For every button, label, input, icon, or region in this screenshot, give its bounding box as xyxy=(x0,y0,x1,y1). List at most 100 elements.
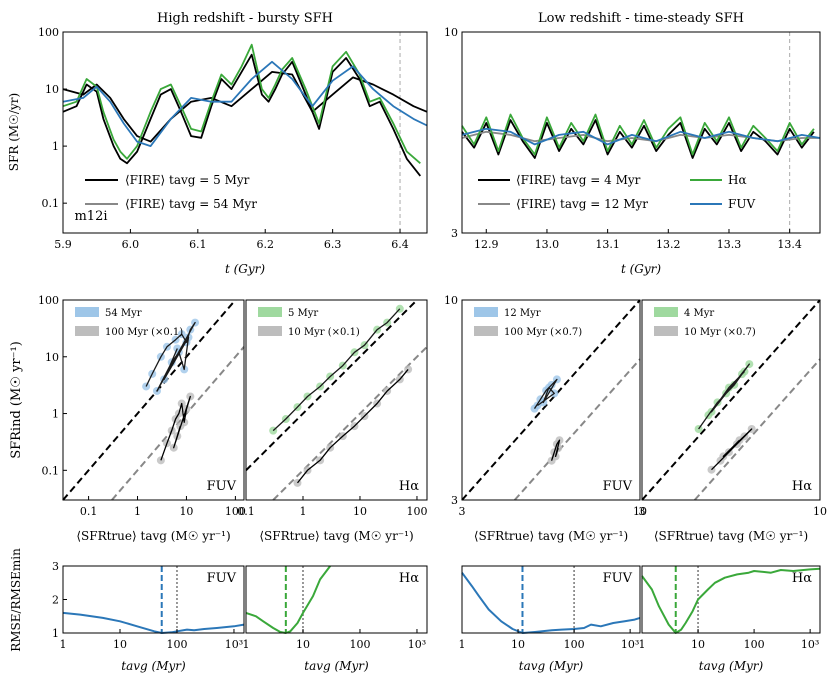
x-tick-label: 100 xyxy=(564,638,585,651)
scatter-point xyxy=(156,456,165,465)
corner-label: FUV xyxy=(603,571,633,586)
x-tick-label: 10 xyxy=(296,638,310,651)
contour-line xyxy=(272,308,401,432)
legend-label: FUV xyxy=(728,197,755,211)
x-tick-label: 6.2 xyxy=(256,238,274,251)
panel-title: High redshift - bursty SFH xyxy=(157,11,333,26)
one-to-one-line xyxy=(62,299,237,501)
x-tick-label: 1 xyxy=(459,638,466,651)
one-to-one-line xyxy=(245,299,418,472)
series-line xyxy=(62,71,428,143)
x-tick-label: 10³ xyxy=(801,638,819,651)
top-panel-1-frame xyxy=(461,31,821,234)
x-tick-label: 6.0 xyxy=(122,238,140,251)
x-tick-label: 12.9 xyxy=(474,238,499,251)
y-axis-label: RMSE/RMSEmin xyxy=(9,548,23,652)
legend-swatch xyxy=(654,326,678,336)
y-axis-label: SFRind (M☉ yr⁻¹) xyxy=(9,341,24,459)
x-tick-label: 10 xyxy=(179,505,193,518)
y-tick-label: 1 xyxy=(52,408,59,421)
x-tick-label: 10³ xyxy=(621,638,639,651)
x-tick-label: 100 xyxy=(349,638,370,651)
contour-line xyxy=(698,363,750,430)
legend-label: 5 Myr xyxy=(288,308,318,319)
y-tick-label: 10 xyxy=(444,294,458,307)
one-to-one-line xyxy=(641,299,821,501)
x-tick-label: 6.3 xyxy=(324,238,342,251)
y-tick-label: 100 xyxy=(38,26,59,39)
x-tick-label: 6.1 xyxy=(189,238,207,251)
x-tick-label: 13.1 xyxy=(595,238,620,251)
x-axis-label: ⟨SFRtrue⟩ tavg (M☉ yr⁻¹) xyxy=(474,529,628,543)
rmse-line xyxy=(62,611,245,634)
series-line xyxy=(461,127,821,146)
contour-line xyxy=(160,395,191,461)
x-tick-label: 13.2 xyxy=(656,238,681,251)
legend-swatch xyxy=(258,307,282,317)
contour-line xyxy=(711,428,753,471)
x-tick-label: 13.3 xyxy=(717,238,742,251)
x-tick-label: 10³ xyxy=(225,638,243,651)
contour-line xyxy=(145,321,196,392)
legend-swatch xyxy=(75,326,99,336)
x-axis-label: ⟨SFRtrue⟩ tavg (M☉ yr⁻¹) xyxy=(76,529,230,543)
x-tick-label: 1 xyxy=(243,638,250,651)
legend-label: ⟨FIRE⟩ tavg = 54 Myr xyxy=(125,197,257,211)
legend-label: ⟨FIRE⟩ tavg = 4 Myr xyxy=(516,173,641,187)
legend-label: 100 Myr (×0.7) xyxy=(504,327,582,338)
y-tick-label: 10 xyxy=(45,351,59,364)
x-axis-label: ⟨SFRtrue⟩ tavg (M☉ yr⁻¹) xyxy=(259,529,413,543)
one-to-one-line xyxy=(461,299,641,501)
legend-swatch xyxy=(474,307,498,317)
x-tick-label: 13.0 xyxy=(535,238,560,251)
x-axis-label: tavg (Myr) xyxy=(304,659,369,673)
x-tick-label: 0.1 xyxy=(80,505,98,518)
series-line xyxy=(62,43,421,164)
x-tick-label: 10 xyxy=(511,638,525,651)
legend-label: ⟨FIRE⟩ tavg = 12 Myr xyxy=(516,197,648,211)
x-tick-label: 10³ xyxy=(408,638,426,651)
series-line xyxy=(461,113,815,156)
bot-panel-1-frame xyxy=(245,565,428,634)
x-tick-label: 1 xyxy=(60,638,67,651)
x-tick-label: 3 xyxy=(639,505,646,518)
x-tick-label: 0.1 xyxy=(237,505,255,518)
x-axis-label: ⟨SFRtrue⟩ tavg (M☉ yr⁻¹) xyxy=(654,529,808,543)
y-tick-label: 2 xyxy=(52,594,59,607)
x-tick-label: 5.9 xyxy=(54,238,72,251)
y-axis-label: SFR (M☉/yr) xyxy=(7,93,21,171)
x-tick-label: 10 xyxy=(691,638,705,651)
contour-line xyxy=(296,368,409,484)
top-panel-0-frame xyxy=(62,31,428,234)
rmse-line xyxy=(641,567,821,634)
legend-label: ⟨FIRE⟩ tavg = 5 Myr xyxy=(125,173,250,187)
x-tick-label: 1 xyxy=(299,505,306,518)
legend-label: 10 Myr (×0.7) xyxy=(684,327,756,338)
legend-label: 10 Myr (×0.1) xyxy=(288,327,360,338)
rmse-line xyxy=(461,572,641,634)
bot-panel-3-frame xyxy=(641,565,821,634)
x-tick-label: 10 xyxy=(113,638,127,651)
x-tick-label: 10 xyxy=(633,505,647,518)
corner-label: FUV xyxy=(603,479,633,494)
y-tick-label: 1 xyxy=(52,627,59,640)
corner-label: Hα xyxy=(792,479,812,494)
corner-label: Hα xyxy=(399,571,419,586)
corner-label: FUV xyxy=(207,571,237,586)
series-line xyxy=(62,60,428,147)
x-tick-label: 100 xyxy=(744,638,765,651)
y-tick-label: 10 xyxy=(45,83,59,96)
y-tick-label: 3 xyxy=(52,560,59,573)
x-tick-label: 100 xyxy=(166,638,187,651)
corner-label: Hα xyxy=(399,479,419,494)
bot-panel-2-frame xyxy=(461,565,641,634)
x-tick-label: 1 xyxy=(639,638,646,651)
mid-panel-0-frame xyxy=(62,299,245,501)
x-axis-label: t (Gyr) xyxy=(225,262,265,276)
y-tick-label: 0.1 xyxy=(42,464,60,477)
legend-label: 4 Myr xyxy=(684,308,714,319)
x-axis-label: tavg (Myr) xyxy=(699,659,764,673)
mid-panel-3-frame xyxy=(641,299,821,501)
corner-label: Hα xyxy=(792,571,812,586)
